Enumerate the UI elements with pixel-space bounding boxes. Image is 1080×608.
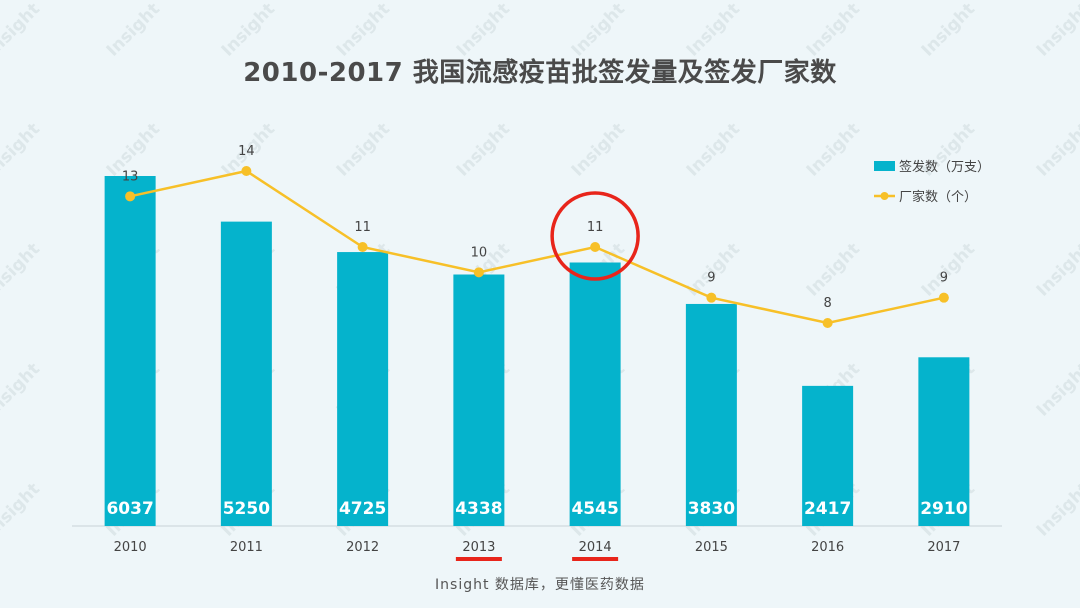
bar-value-label: 5250 — [223, 499, 270, 519]
bar-2013 — [453, 274, 505, 526]
line-point-2017 — [938, 292, 949, 303]
line-value-label: 9 — [707, 271, 715, 286]
x-tick-label: 2017 — [927, 540, 960, 555]
legend-bar-label: 签发数（万支） — [899, 159, 990, 175]
line-point-2011 — [241, 166, 252, 176]
line-value-label: 8 — [823, 296, 831, 311]
x-tick-label: 2011 — [230, 540, 263, 555]
legend-line-label: 厂家数（个） — [899, 189, 977, 205]
x-tick-label: 2012 — [346, 540, 379, 555]
highlight-underline — [455, 557, 502, 561]
line-point-2012 — [357, 242, 368, 252]
x-tick-label: 2016 — [811, 540, 844, 555]
bar-2010 — [104, 176, 156, 526]
line-value-label: 11 — [354, 220, 371, 235]
legend-bar-swatch — [874, 161, 895, 171]
x-tick-label: 2010 — [114, 540, 147, 555]
line-point-2016 — [822, 318, 833, 328]
bar-2015 — [685, 303, 737, 526]
line-value-label: 10 — [471, 245, 488, 260]
x-tick-label: 2013 — [462, 540, 495, 555]
bar-2014 — [569, 262, 621, 526]
line-value-label: 11 — [587, 220, 604, 235]
line-value-label: 14 — [238, 144, 255, 159]
bar-2012 — [337, 252, 389, 526]
bar-value-label: 4725 — [339, 499, 386, 519]
bar-2016 — [802, 385, 854, 526]
bar-value-label: 6037 — [106, 499, 153, 519]
footer-source: Insight 数据库，更懂医药数据 — [435, 577, 645, 593]
bar-2011 — [220, 221, 272, 527]
bar-value-label: 2910 — [920, 499, 967, 519]
line-point-2015 — [706, 292, 717, 303]
legend-line-marker — [880, 192, 889, 200]
bar-value-label: 4545 — [571, 499, 618, 519]
line-point-2013 — [473, 267, 484, 278]
x-tick-label: 2015 — [695, 540, 728, 555]
line-point-2010 — [125, 191, 136, 202]
bar-2017 — [918, 357, 970, 526]
chart-title: 2010-2017 我国流感疫苗批签发量及签发厂家数 — [243, 58, 837, 88]
highlight-circle — [550, 191, 640, 281]
highlight-underline — [572, 557, 619, 561]
line-value-label: 9 — [940, 271, 948, 286]
bar-value-label: 4338 — [455, 499, 502, 519]
x-tick-label: 2014 — [579, 540, 612, 555]
line-value-label: 13 — [122, 169, 139, 184]
bar-value-label: 2417 — [804, 499, 851, 519]
line-series-manufacturers — [129, 169, 945, 325]
bar-value-label: 3830 — [688, 499, 735, 519]
line-point-2014 — [590, 242, 601, 252]
